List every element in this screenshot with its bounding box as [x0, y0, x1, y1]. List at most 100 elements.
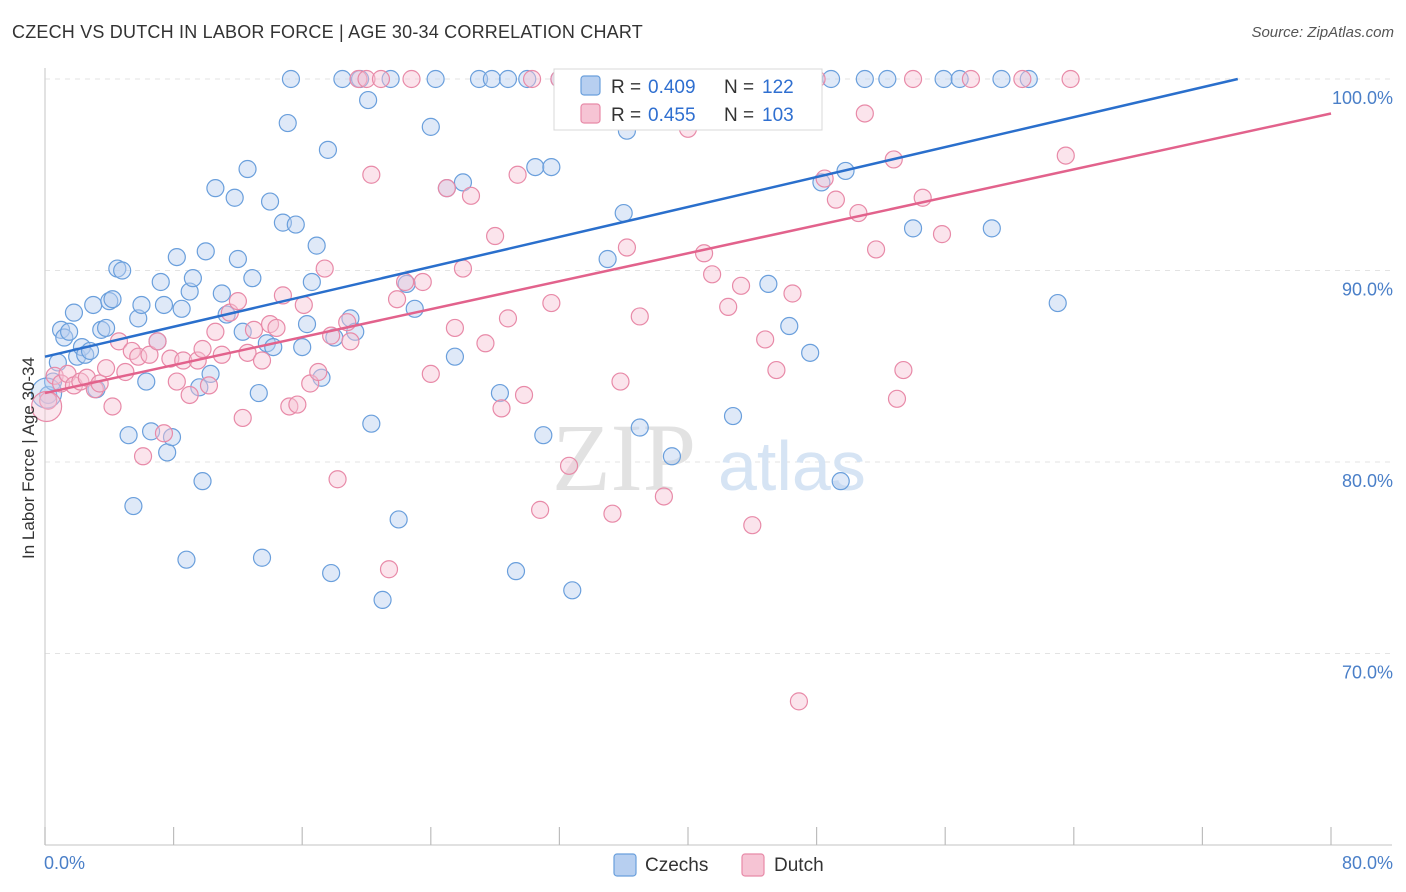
dutch-point — [362, 165, 381, 184]
dutch-point — [508, 165, 527, 184]
legend-r-value: 0.409 — [648, 77, 696, 98]
czechs-point — [759, 274, 778, 294]
czechs-point — [177, 550, 196, 569]
dutch-point — [767, 360, 786, 380]
dutch-point — [887, 389, 907, 408]
dutch-point — [167, 372, 186, 391]
czechs-point — [100, 292, 119, 311]
czechs-point — [252, 548, 272, 567]
czechs-point — [426, 69, 445, 89]
czechs-point — [445, 347, 465, 366]
dutch-point — [453, 259, 473, 278]
dutch-point — [85, 380, 104, 399]
dutch-point — [233, 408, 252, 428]
dutch-point — [206, 322, 225, 341]
czechs-point — [249, 383, 268, 403]
dutch-point — [542, 293, 561, 313]
dutch-point — [1013, 69, 1032, 89]
dutch-trend-line — [44, 112, 1332, 395]
dutch-point — [328, 470, 347, 489]
czechs-point — [801, 343, 820, 362]
tick-labels: 70.0% 80.0% 90.0% 100.0% 0.0% 80.0% — [44, 88, 1393, 873]
legend-r-label: R = — [611, 77, 641, 98]
legend-dutch-swatch — [741, 853, 765, 877]
watermark: ZIP atlas — [552, 404, 866, 511]
czechs-point — [281, 69, 301, 89]
czechs-point — [302, 272, 321, 292]
dutch-point — [498, 309, 518, 328]
chart-title: CZECH VS DUTCH IN LABOR FORCE | AGE 30-3… — [12, 22, 643, 42]
dutch-point — [252, 351, 272, 370]
y-tick-label: 70.0% — [1342, 663, 1393, 683]
dutch-point — [421, 364, 440, 384]
czechs-point — [260, 192, 280, 211]
x-tick-label: 80.0% — [1342, 853, 1393, 873]
dutch-point — [199, 376, 219, 395]
dutch-point — [395, 272, 415, 292]
czechs-point — [982, 219, 1001, 238]
dutch-point — [309, 362, 328, 382]
dutch-point — [932, 225, 952, 244]
dutch-point — [703, 265, 722, 284]
czechs-point — [542, 157, 561, 177]
dutch-point — [611, 372, 630, 391]
dutch-point — [193, 339, 212, 359]
czechs-point — [821, 69, 841, 89]
y-tick-label: 80.0% — [1342, 471, 1393, 491]
czechs-point — [124, 496, 143, 516]
dutch-point — [413, 272, 432, 292]
dutch-point — [267, 318, 286, 338]
dutch-point — [826, 190, 845, 209]
dutch-point — [461, 186, 481, 205]
czechs-point — [389, 510, 408, 529]
czechs-point — [151, 272, 170, 292]
legend-series: Czechs Dutch — [613, 853, 824, 877]
czechs-point — [228, 249, 247, 269]
dutch-point — [180, 385, 199, 405]
czechs-trend-line — [44, 77, 1239, 358]
dutch-point — [148, 332, 167, 351]
czechs-point — [225, 188, 244, 207]
czechs-point — [312, 368, 331, 387]
czechs-point — [934, 69, 953, 89]
dutch-point — [603, 504, 622, 523]
dutch-point — [357, 69, 376, 89]
dutch-point — [140, 345, 159, 364]
legend-dutch-swatch — [580, 103, 601, 124]
czechs-point — [307, 236, 326, 255]
dutch-point — [492, 399, 511, 418]
czechs-point — [359, 90, 378, 110]
czechs-point — [129, 309, 148, 328]
czechs-point — [381, 69, 400, 89]
dutch-point — [783, 284, 802, 303]
dutch-point — [756, 330, 775, 349]
czechs-point — [119, 426, 138, 445]
czechs-point — [598, 249, 617, 269]
dutch-point — [522, 69, 542, 89]
source-label: Source: ZipAtlas.com — [1251, 24, 1394, 41]
dutch-point — [379, 560, 399, 579]
dutch-point — [514, 385, 534, 405]
czechs-point — [55, 328, 74, 347]
czechs-point — [1048, 293, 1067, 313]
legend-n-label: N = — [724, 77, 754, 98]
czechs-point — [212, 284, 231, 303]
czechs-point — [723, 406, 743, 426]
czechs-point — [167, 247, 186, 267]
czechs-point — [322, 563, 341, 583]
czechs-point — [992, 69, 1011, 89]
dutch-point — [849, 203, 868, 223]
czechs-point — [103, 290, 122, 309]
dutch-point — [1056, 146, 1075, 165]
dutch-point — [903, 69, 923, 89]
czechs-point — [469, 69, 489, 89]
dutch-point — [894, 360, 913, 380]
dutch-point — [387, 290, 407, 309]
dutch-point — [1061, 69, 1080, 89]
dutch-point — [445, 318, 465, 338]
grid-lines — [45, 78, 1392, 654]
y-axis-label: In Labor Force | Age 30-34 — [19, 357, 38, 559]
y-tick-label: 100.0% — [1332, 88, 1393, 108]
czechs-point — [84, 295, 103, 315]
